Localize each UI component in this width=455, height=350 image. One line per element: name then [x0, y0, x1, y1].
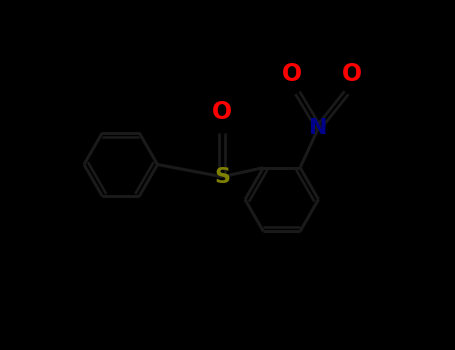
Text: S: S [214, 167, 230, 187]
Text: N: N [309, 118, 328, 138]
Text: O: O [282, 62, 302, 86]
Text: O: O [342, 62, 362, 86]
Text: O: O [212, 100, 233, 124]
